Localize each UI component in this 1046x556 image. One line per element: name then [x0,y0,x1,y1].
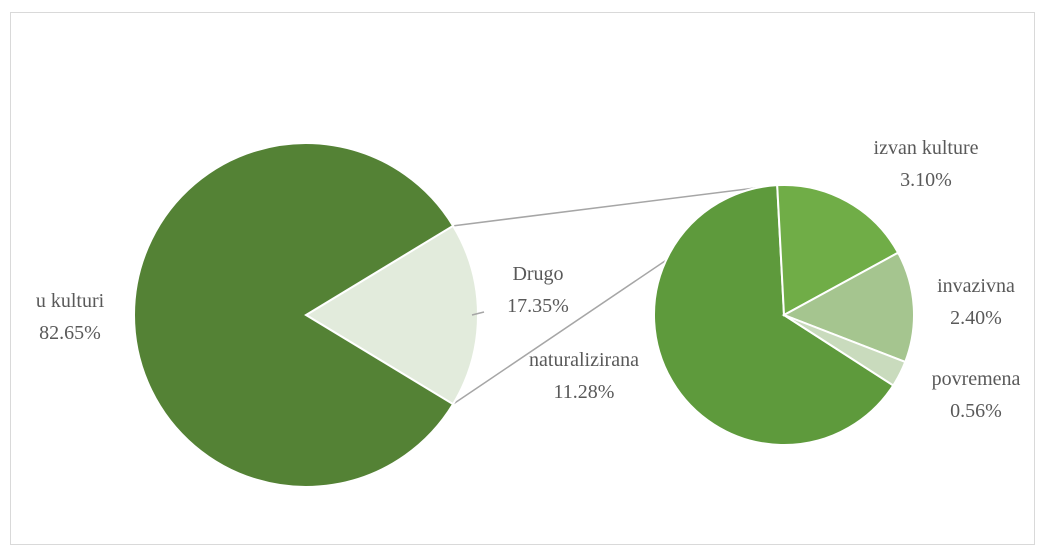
label-drugo-name: Drugo [512,263,563,285]
slice-drugo [304,224,479,406]
slice-u-kulturi [133,142,455,488]
leader-line-drugo [471,311,485,316]
connector-line-top [452,184,778,227]
label-izvan-kulture-value: 3.10% [900,169,952,191]
slice-izvan-kulture [776,184,900,317]
label-u-kulturi-value: 82.65% [39,322,101,344]
label-naturalizirana-name: naturalizirana [529,349,639,371]
slice-invazivna [781,251,915,364]
secondary-pie [653,184,915,446]
label-invazivna-name: invazivna [937,275,1015,297]
data-labels: u kulturi 82.65% Drugo 17.35% naturalizi… [36,137,1021,422]
main-pie [133,142,479,488]
slice-povremena [783,314,907,387]
slice-naturalizirana [653,184,895,446]
label-povremena-name: povremena [932,368,1021,390]
label-naturalizirana-value: 11.28% [554,381,615,403]
label-drugo-value: 17.35% [507,295,569,317]
label-povremena-value: 0.56% [950,400,1002,422]
leader-lines [471,311,485,316]
label-izvan-kulture-name: izvan kulture [874,137,979,159]
label-invazivna-value: 2.40% [950,307,1002,329]
label-u-kulturi-name: u kulturi [36,290,105,312]
